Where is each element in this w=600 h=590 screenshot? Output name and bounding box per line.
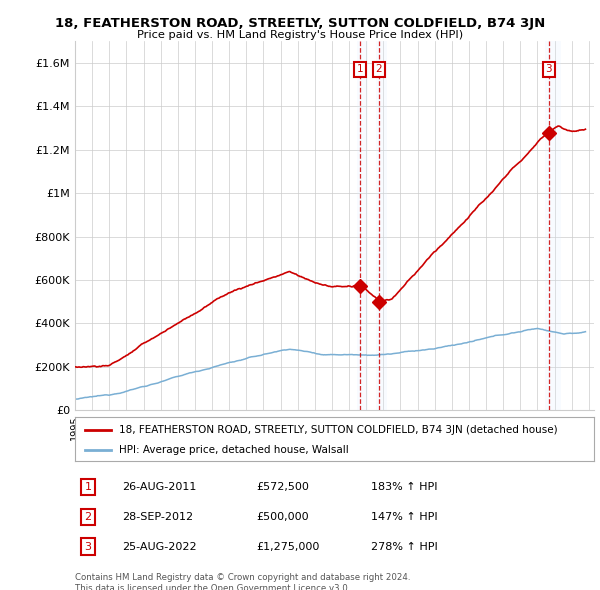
Text: £500,000: £500,000: [257, 512, 309, 522]
Text: £572,500: £572,500: [257, 482, 310, 492]
Text: 183% ↑ HPI: 183% ↑ HPI: [371, 482, 437, 492]
Text: HPI: Average price, detached house, Walsall: HPI: Average price, detached house, Wals…: [119, 445, 349, 455]
Text: 2: 2: [85, 512, 92, 522]
Text: Price paid vs. HM Land Registry's House Price Index (HPI): Price paid vs. HM Land Registry's House …: [137, 30, 463, 40]
Text: 278% ↑ HPI: 278% ↑ HPI: [371, 542, 437, 552]
Text: 18, FEATHERSTON ROAD, STREETLY, SUTTON COLDFIELD, B74 3JN: 18, FEATHERSTON ROAD, STREETLY, SUTTON C…: [55, 17, 545, 30]
Bar: [376, 41, 387, 410]
Text: 2: 2: [376, 64, 382, 74]
Text: 1: 1: [85, 482, 91, 492]
Text: Contains HM Land Registry data © Crown copyright and database right 2024.
This d: Contains HM Land Registry data © Crown c…: [75, 573, 410, 590]
Text: 26-AUG-2011: 26-AUG-2011: [122, 482, 196, 492]
Text: £1,275,000: £1,275,000: [257, 542, 320, 552]
Text: 3: 3: [545, 64, 552, 74]
Text: 28-SEP-2012: 28-SEP-2012: [122, 512, 193, 522]
Bar: [357, 41, 368, 410]
Text: 18, FEATHERSTON ROAD, STREETLY, SUTTON COLDFIELD, B74 3JN (detached house): 18, FEATHERSTON ROAD, STREETLY, SUTTON C…: [119, 425, 558, 434]
Text: 25-AUG-2022: 25-AUG-2022: [122, 542, 196, 552]
Text: 147% ↑ HPI: 147% ↑ HPI: [371, 512, 437, 522]
Bar: [545, 41, 562, 410]
Text: 1: 1: [357, 64, 364, 74]
Text: 3: 3: [85, 542, 91, 552]
